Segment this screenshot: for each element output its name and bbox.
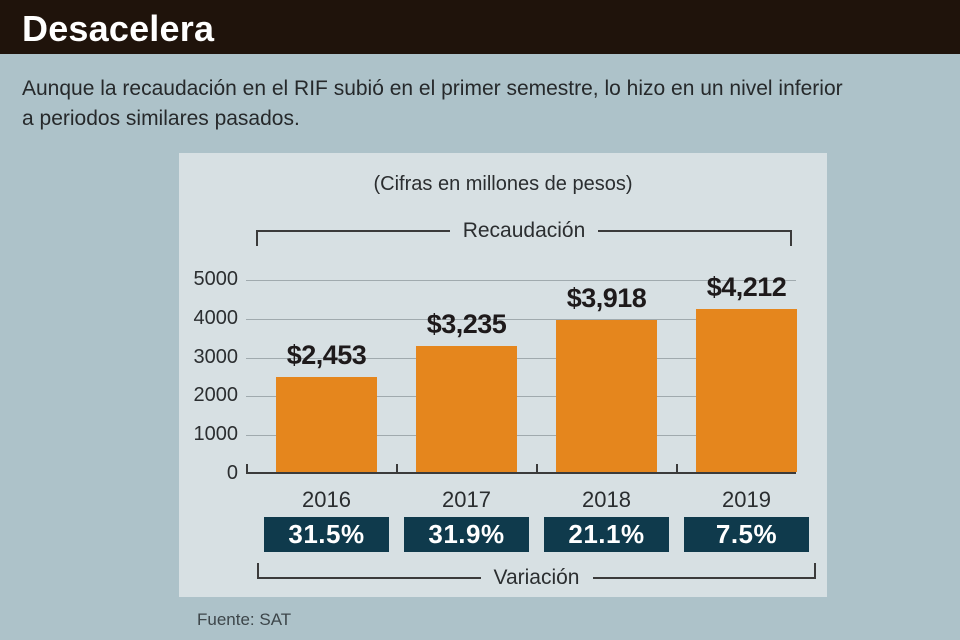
chart-panel: (Cifras en millones de pesos) Recaudació… (179, 153, 827, 597)
gridline (246, 280, 796, 281)
units-note: (Cifras en millones de pesos) (373, 173, 633, 195)
source-note: Fuente: SAT (197, 610, 292, 629)
x-axis-tick (535, 464, 538, 474)
x-axis-tick (246, 464, 248, 474)
y-axis-tick-label: 2000 (193, 384, 239, 407)
x-axis-category-label: 2017 (442, 487, 491, 512)
bracket-end-left (256, 230, 258, 246)
recaudacion-bracket: Recaudación (256, 219, 792, 246)
variation-badge: 31.5% (264, 517, 389, 552)
x-axis-category-label: 2016 (302, 487, 351, 512)
bar-value-label: $3,918 (566, 282, 647, 313)
bar-value-label: $3,235 (426, 309, 507, 340)
bar-2018 (556, 319, 657, 472)
x-axis-tick (395, 464, 398, 474)
variation-badge: 21.1% (544, 517, 669, 552)
bar-value-label: $2,453 (286, 339, 367, 370)
y-axis-tick-label: 4000 (193, 306, 239, 329)
bracket-end-left (257, 563, 259, 579)
y-axis-tick-label: 3000 (193, 345, 239, 368)
recaudacion-label: Recaudación (462, 219, 586, 242)
x-axis-line (246, 472, 796, 474)
bracket-line (598, 230, 792, 232)
bar-value-label: $4,212 (706, 271, 787, 302)
bracket-line (592, 577, 816, 579)
x-axis-tick (675, 464, 678, 474)
bar-2016 (276, 376, 377, 472)
variacion-bracket: Variación (257, 563, 816, 590)
variation-badge: 7.5% (684, 517, 809, 552)
gridline (246, 435, 796, 437)
bracket-end-right (790, 230, 792, 246)
plot-area: $2,453 $3,235 $3,918 $4,212 (246, 272, 797, 474)
subtitle-line-2: a periodos similares pasados. (22, 107, 300, 130)
y-axis-tick-label: 1000 (193, 423, 239, 446)
variacion-label: Variación (493, 566, 580, 589)
x-axis-category-label: 2019 (722, 487, 771, 512)
header-bar: Desacelera (0, 0, 960, 54)
variation-badge: 31.9% (404, 517, 529, 552)
gridline (246, 357, 796, 359)
gridline (246, 318, 796, 320)
bracket-end-right (814, 563, 816, 579)
gridline (246, 396, 796, 398)
y-axis-tick-label: 5000 (193, 268, 239, 290)
bar-2017 (416, 346, 517, 472)
subtitle: Aunque la recaudación en el RIF subió en… (22, 74, 843, 134)
bracket-line (256, 230, 450, 232)
bracket-line (257, 577, 481, 579)
page-title: Desacelera (22, 8, 215, 49)
subtitle-line-1: Aunque la recaudación en el RIF subió en… (22, 77, 843, 100)
x-axis-category-label: 2018 (582, 487, 631, 512)
y-axis-tick-label: 0 (226, 462, 238, 484)
bar-2019 (696, 308, 797, 472)
